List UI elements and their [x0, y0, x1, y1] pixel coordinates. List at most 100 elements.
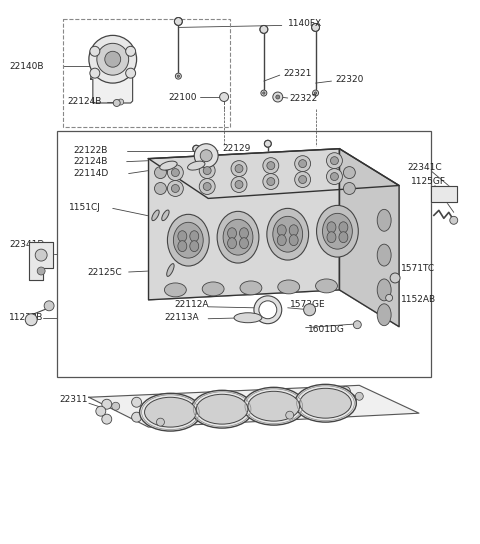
Circle shape	[96, 406, 106, 416]
Text: 22113A: 22113A	[165, 313, 199, 322]
Bar	[57, 131, 431, 378]
Circle shape	[193, 145, 200, 152]
Ellipse shape	[196, 394, 248, 424]
Text: 22125C: 22125C	[87, 269, 121, 277]
Circle shape	[311, 388, 321, 398]
Text: 22311: 22311	[59, 395, 87, 404]
Circle shape	[231, 160, 247, 177]
Circle shape	[112, 402, 120, 410]
Circle shape	[155, 166, 167, 178]
Text: 22114D: 22114D	[73, 169, 108, 178]
Ellipse shape	[240, 281, 262, 295]
Ellipse shape	[273, 217, 302, 252]
Circle shape	[174, 17, 182, 26]
Circle shape	[118, 99, 124, 105]
Ellipse shape	[140, 393, 201, 431]
Text: 22122B: 22122B	[73, 146, 108, 155]
Circle shape	[220, 92, 228, 102]
Ellipse shape	[277, 234, 286, 246]
Ellipse shape	[289, 234, 298, 246]
Circle shape	[171, 169, 180, 177]
Circle shape	[89, 35, 137, 83]
Text: 1571TC: 1571TC	[401, 263, 435, 273]
Ellipse shape	[248, 391, 300, 421]
Polygon shape	[91, 73, 132, 103]
Ellipse shape	[144, 397, 196, 427]
Circle shape	[312, 23, 320, 32]
Circle shape	[171, 184, 180, 193]
Ellipse shape	[339, 222, 348, 233]
Ellipse shape	[228, 238, 237, 249]
Circle shape	[330, 172, 338, 181]
Ellipse shape	[277, 225, 286, 236]
Text: 22122C: 22122C	[355, 192, 390, 201]
Bar	[63, 20, 230, 127]
Ellipse shape	[202, 282, 224, 296]
Circle shape	[155, 183, 167, 194]
Ellipse shape	[240, 228, 249, 239]
Circle shape	[199, 163, 215, 178]
Text: 1573GE: 1573GE	[290, 300, 325, 310]
Text: 22129: 22129	[222, 144, 251, 153]
Ellipse shape	[323, 213, 352, 249]
Circle shape	[261, 90, 267, 96]
Ellipse shape	[192, 390, 253, 428]
Ellipse shape	[377, 209, 391, 231]
Ellipse shape	[243, 387, 305, 425]
Text: 1151CJ: 1151CJ	[69, 203, 101, 212]
Circle shape	[35, 249, 47, 261]
Circle shape	[113, 100, 120, 107]
Circle shape	[347, 394, 356, 404]
Polygon shape	[339, 149, 399, 327]
Circle shape	[175, 73, 181, 79]
Circle shape	[311, 403, 321, 413]
Circle shape	[102, 399, 112, 409]
Ellipse shape	[289, 225, 298, 236]
Circle shape	[105, 51, 120, 67]
Circle shape	[267, 162, 275, 170]
Circle shape	[304, 304, 315, 316]
Text: 22140B: 22140B	[9, 61, 44, 71]
Ellipse shape	[165, 283, 186, 297]
Text: 1601DG: 1601DG	[308, 325, 345, 334]
Ellipse shape	[168, 214, 209, 266]
Ellipse shape	[315, 279, 337, 293]
Circle shape	[194, 144, 218, 168]
Polygon shape	[89, 385, 419, 427]
Text: 1123PB: 1123PB	[9, 313, 44, 322]
Text: 22125A: 22125A	[276, 153, 310, 162]
Ellipse shape	[240, 238, 249, 249]
Circle shape	[295, 171, 311, 188]
Ellipse shape	[167, 264, 174, 276]
Ellipse shape	[377, 304, 391, 326]
Circle shape	[168, 165, 183, 181]
Circle shape	[314, 92, 317, 94]
Circle shape	[286, 411, 294, 419]
Circle shape	[390, 273, 400, 283]
Text: 22341D: 22341D	[9, 240, 45, 249]
Ellipse shape	[178, 240, 187, 252]
Circle shape	[276, 95, 280, 99]
Circle shape	[192, 154, 200, 163]
Ellipse shape	[223, 219, 253, 255]
Ellipse shape	[190, 240, 199, 252]
Circle shape	[231, 177, 247, 193]
Ellipse shape	[339, 232, 348, 243]
Circle shape	[168, 181, 183, 196]
Circle shape	[102, 414, 112, 424]
Circle shape	[338, 192, 345, 199]
Circle shape	[132, 412, 142, 422]
Circle shape	[326, 169, 342, 184]
Ellipse shape	[316, 206, 358, 257]
Ellipse shape	[160, 161, 177, 170]
Circle shape	[235, 165, 243, 172]
Circle shape	[267, 177, 275, 186]
Circle shape	[355, 392, 363, 400]
Circle shape	[263, 174, 279, 189]
Circle shape	[340, 386, 350, 396]
Circle shape	[177, 75, 180, 77]
Circle shape	[259, 301, 277, 319]
Ellipse shape	[300, 388, 351, 418]
Circle shape	[295, 156, 311, 171]
Polygon shape	[431, 187, 457, 202]
